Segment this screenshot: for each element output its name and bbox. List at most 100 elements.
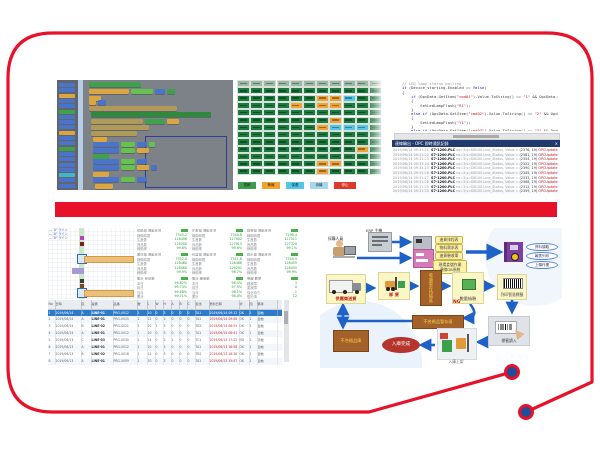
status-cell[interactable] [303, 131, 316, 139]
status-cell[interactable] [316, 94, 330, 102]
palette-block[interactable] [59, 83, 75, 87]
blockly-workspace[interactable] [83, 80, 233, 190]
code-block[interactable] [149, 142, 155, 147]
status-cell[interactable] [250, 80, 264, 88]
status-cell[interactable] [276, 80, 290, 88]
status-cell[interactable] [289, 131, 303, 139]
status-cell[interactable] [237, 145, 250, 153]
status-cell[interactable] [250, 145, 264, 153]
status-cell[interactable] [250, 138, 264, 146]
status-cell[interactable] [237, 167, 250, 175]
status-cell[interactable] [329, 167, 343, 175]
table-row[interactable]: 6 2019/06/13 A LINE-01 PRG-0012 1 10 0 3 0 0 0 TA1 20… [48, 344, 282, 351]
status-cell[interactable] [289, 160, 303, 168]
table-row-selected[interactable]: 1 2019/06/14 A LINE-01 PRG-0012 1 10 0 3 0 0 0 TA1 20… [48, 309, 282, 317]
code-block[interactable] [91, 131, 137, 136]
code-block[interactable] [89, 89, 129, 94]
status-cell[interactable] [316, 153, 330, 161]
status-cell[interactable] [250, 153, 264, 161]
code-block[interactable] [151, 165, 157, 170]
status-cell[interactable] [316, 131, 330, 139]
status-cell[interactable] [342, 167, 356, 175]
status-cell[interactable] [263, 109, 277, 117]
code-block[interactable] [137, 159, 147, 164]
status-cell[interactable] [289, 145, 303, 153]
status-cell[interactable] [237, 138, 250, 146]
code-block[interactable] [121, 159, 135, 164]
scrollbar-thumb[interactable] [284, 311, 288, 324]
code-block[interactable] [121, 177, 135, 182]
status-cell[interactable] [329, 145, 343, 153]
status-cell[interactable] [237, 123, 250, 131]
code-block[interactable] [121, 148, 135, 153]
status-cell[interactable] [316, 101, 330, 110]
code-block[interactable] [155, 89, 165, 94]
status-cell[interactable] [250, 94, 264, 102]
palette-block[interactable] [59, 162, 75, 167]
status-cell[interactable] [289, 94, 303, 102]
status-cell[interactable] [237, 131, 250, 139]
status-cell[interactable] [342, 116, 356, 124]
code-block[interactable] [93, 142, 119, 147]
palette-block[interactable] [59, 141, 75, 146]
status-cell[interactable] [329, 101, 343, 110]
table-header-cell[interactable]: 品番 [113, 300, 138, 309]
table-row[interactable]: 5 2019/06/13 C LINE-03 PRG-0030 1 14 0 2 1 0 0 TC1 20… [48, 337, 282, 344]
status-cell[interactable] [289, 101, 303, 110]
palette-block[interactable] [59, 183, 75, 188]
status-cell[interactable] [329, 138, 343, 146]
status-cell[interactable] [276, 167, 290, 175]
table-row[interactable]: 2 2019/06/14 A LINE-01 PRG-0015 1 12 0 3 0 0 0 TA1 20… [48, 316, 282, 324]
code-block[interactable] [89, 100, 96, 105]
code-block[interactable] [91, 125, 149, 130]
status-cell[interactable] [316, 145, 330, 153]
status-cell[interactable] [303, 80, 316, 88]
status-cell[interactable] [263, 87, 277, 95]
status-cell[interactable] [342, 80, 356, 88]
code-block[interactable] [89, 106, 177, 111]
table-header-cell[interactable]: 備考 [257, 300, 278, 309]
status-cell[interactable] [237, 153, 250, 161]
status-cell[interactable] [316, 116, 330, 124]
code-block[interactable] [131, 89, 153, 94]
status-cell[interactable] [303, 138, 316, 146]
palette-block[interactable] [59, 173, 75, 178]
palette-block[interactable] [59, 146, 75, 151]
status-cell[interactable] [237, 80, 250, 88]
code-block[interactable] [137, 165, 149, 170]
status-cell[interactable] [237, 94, 250, 102]
layout-icon[interactable] [80, 236, 84, 240]
status-cell[interactable] [303, 123, 316, 131]
status-cell[interactable] [263, 167, 277, 175]
status-cell[interactable] [263, 94, 277, 102]
status-cell[interactable] [342, 153, 356, 161]
code-block[interactable] [91, 112, 211, 117]
status-cell[interactable] [342, 160, 356, 168]
code-block[interactable] [145, 119, 165, 124]
status-cell[interactable] [276, 145, 290, 153]
status-cell[interactable] [263, 138, 277, 146]
code-block[interactable] [137, 142, 147, 147]
status-cell[interactable] [342, 131, 356, 139]
status-cell[interactable] [276, 131, 290, 139]
status-cell[interactable] [289, 116, 303, 124]
palette-block[interactable] [59, 120, 75, 125]
status-cell[interactable] [303, 87, 316, 95]
status-cell[interactable] [316, 123, 330, 131]
status-cell[interactable] [303, 160, 316, 168]
code-block[interactable] [95, 184, 113, 189]
horizontal-scrollbar[interactable] [394, 133, 560, 140]
palette-block[interactable] [59, 167, 75, 172]
layout-icon[interactable] [80, 279, 84, 283]
palette-block[interactable] [59, 88, 75, 93]
status-cell[interactable] [237, 116, 250, 124]
status-cell[interactable] [263, 131, 277, 139]
status-cell[interactable] [276, 87, 290, 95]
status-cell[interactable] [250, 87, 264, 95]
palette-block[interactable] [59, 114, 75, 119]
status-cell[interactable] [276, 101, 290, 110]
status-cell[interactable] [263, 153, 277, 161]
table-header-cell[interactable]: 更新日時 [209, 300, 240, 309]
status-cell[interactable] [342, 145, 356, 153]
status-cell[interactable] [289, 87, 303, 95]
